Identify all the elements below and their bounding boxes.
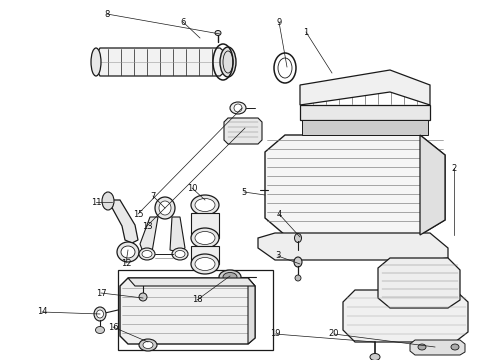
Polygon shape: [140, 217, 158, 252]
Text: 12: 12: [121, 258, 131, 267]
Ellipse shape: [230, 102, 246, 114]
Polygon shape: [265, 135, 445, 235]
Ellipse shape: [191, 228, 219, 248]
Ellipse shape: [139, 248, 155, 260]
Ellipse shape: [159, 201, 171, 215]
Text: 13: 13: [142, 221, 152, 230]
Ellipse shape: [102, 192, 114, 210]
Ellipse shape: [143, 342, 153, 348]
Text: 15: 15: [133, 210, 143, 219]
Text: 7: 7: [150, 192, 156, 201]
Bar: [191, 213, 219, 238]
Ellipse shape: [191, 254, 219, 274]
Text: 1: 1: [303, 27, 309, 36]
Ellipse shape: [274, 53, 296, 83]
Ellipse shape: [94, 307, 106, 321]
Ellipse shape: [219, 270, 241, 284]
Ellipse shape: [139, 293, 147, 301]
Polygon shape: [258, 233, 448, 260]
Polygon shape: [248, 278, 255, 344]
Polygon shape: [120, 278, 255, 344]
Ellipse shape: [220, 47, 236, 77]
Text: 3: 3: [275, 252, 281, 261]
Ellipse shape: [370, 354, 380, 360]
Polygon shape: [300, 70, 430, 105]
Ellipse shape: [91, 48, 101, 76]
Text: 14: 14: [37, 307, 47, 316]
Ellipse shape: [195, 198, 215, 212]
Polygon shape: [224, 118, 262, 144]
Polygon shape: [108, 200, 138, 243]
Ellipse shape: [451, 344, 459, 350]
Ellipse shape: [142, 251, 152, 257]
Ellipse shape: [191, 195, 219, 215]
Ellipse shape: [172, 248, 188, 260]
Text: 20: 20: [329, 329, 339, 338]
Text: 16: 16: [108, 323, 118, 332]
Polygon shape: [343, 290, 468, 342]
Polygon shape: [96, 48, 228, 76]
Ellipse shape: [117, 242, 139, 262]
Ellipse shape: [96, 327, 104, 333]
Ellipse shape: [223, 273, 237, 282]
Ellipse shape: [418, 344, 426, 350]
Ellipse shape: [294, 257, 302, 267]
Ellipse shape: [294, 234, 301, 243]
Polygon shape: [420, 135, 445, 235]
Polygon shape: [170, 217, 185, 252]
Ellipse shape: [295, 275, 301, 281]
Text: 11: 11: [91, 198, 101, 207]
Polygon shape: [302, 120, 428, 135]
Text: 18: 18: [192, 296, 202, 305]
Text: 17: 17: [96, 288, 106, 297]
Ellipse shape: [278, 58, 292, 78]
Polygon shape: [378, 258, 460, 308]
Bar: [191, 246, 219, 264]
Ellipse shape: [195, 231, 215, 244]
Text: 2: 2: [451, 163, 457, 172]
Ellipse shape: [97, 310, 103, 318]
Polygon shape: [128, 278, 255, 286]
Text: 4: 4: [276, 210, 282, 219]
Ellipse shape: [234, 104, 242, 112]
Text: 19: 19: [270, 329, 280, 338]
Text: 6: 6: [180, 18, 186, 27]
Ellipse shape: [121, 246, 135, 258]
Text: 5: 5: [242, 188, 246, 197]
Ellipse shape: [175, 251, 185, 257]
Polygon shape: [410, 340, 465, 355]
Text: 8: 8: [104, 9, 110, 18]
Bar: [118, 270, 273, 350]
Ellipse shape: [215, 31, 221, 36]
Polygon shape: [300, 105, 430, 120]
Text: 9: 9: [276, 18, 282, 27]
Ellipse shape: [155, 197, 175, 219]
Text: 10: 10: [187, 184, 197, 193]
Ellipse shape: [223, 51, 233, 73]
Ellipse shape: [195, 257, 215, 270]
Ellipse shape: [139, 339, 157, 351]
